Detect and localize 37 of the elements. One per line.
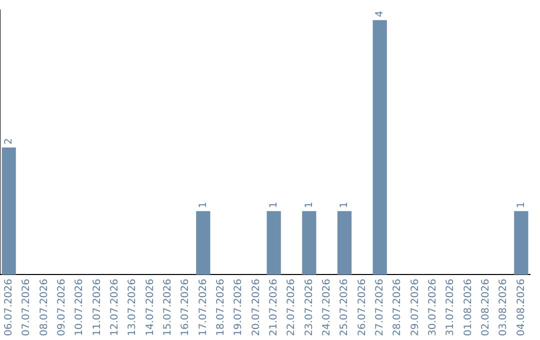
x-tick-label: 29.07.2026 — [410, 278, 421, 336]
x-tick-label: 17.07.2026 — [198, 278, 209, 336]
x-tick-label: 26.07.2026 — [356, 278, 368, 336]
x-tick-label: 19.07.2026 — [233, 278, 244, 336]
x-tick-label: 14.07.2026 — [144, 278, 156, 336]
x-tick-label: 18.07.2026 — [215, 278, 226, 336]
x-tick-label: 01.08.2026 — [462, 278, 474, 336]
data-label: 1 — [339, 202, 350, 208]
x-tick-label: 30.07.2026 — [427, 278, 438, 336]
data-label: 1 — [516, 202, 527, 208]
x-tick-label: 03.08.2026 — [498, 278, 510, 336]
x-tick-label: 24.07.2026 — [321, 278, 332, 336]
data-label: 1 — [268, 202, 280, 208]
x-tick-label: 10.07.2026 — [74, 278, 86, 336]
x-tick-label: 15.07.2026 — [162, 278, 174, 336]
x-tick-label: 25.07.2026 — [339, 278, 350, 336]
x-tick-label: 02.08.2026 — [480, 278, 492, 336]
x-tick-label: 12.07.2026 — [109, 278, 120, 336]
x-tick-label: 28.07.2026 — [392, 278, 404, 336]
x-tick-label: 21.07.2026 — [268, 278, 280, 336]
x-tick-label: 06.07.2026 — [3, 278, 14, 336]
x-tick-label: 31.07.2026 — [445, 278, 456, 336]
x-tick-label: 20.07.2026 — [250, 278, 262, 336]
data-label: 1 — [198, 202, 209, 208]
x-tick-label: 13.07.2026 — [127, 278, 138, 336]
data-label: 1 — [304, 202, 315, 208]
data-label: 4 — [374, 10, 386, 18]
x-tick-label: 22.07.2026 — [286, 278, 298, 336]
x-tick-label: 07.07.2026 — [21, 278, 32, 336]
x-tick-label: 11.07.2026 — [92, 278, 103, 336]
x-tick-label: 23.07.2026 — [304, 278, 315, 336]
x-tick-label: 08.07.2026 — [38, 278, 50, 336]
x-tick-label: 04.08.2026 — [516, 278, 527, 336]
data-label: 2 — [3, 138, 14, 144]
x-tick-label: 27.07.2026 — [374, 278, 386, 336]
x-tick-label: 16.07.2026 — [180, 278, 192, 336]
x-tick-label: 09.07.2026 — [56, 278, 68, 336]
